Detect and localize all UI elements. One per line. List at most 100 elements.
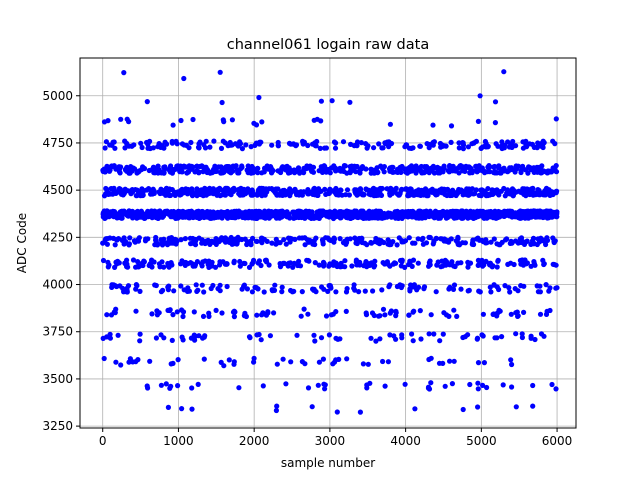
data-point bbox=[180, 313, 186, 320]
data-point bbox=[451, 282, 458, 288]
data-point bbox=[402, 238, 409, 244]
data-point bbox=[297, 208, 303, 214]
data-point bbox=[189, 188, 195, 194]
data-point bbox=[340, 209, 346, 215]
data-point bbox=[542, 169, 549, 175]
data-point bbox=[325, 190, 332, 197]
data-point bbox=[257, 139, 263, 145]
data-point bbox=[501, 185, 507, 192]
data-point bbox=[499, 334, 505, 340]
data-point bbox=[426, 141, 432, 148]
data-point bbox=[201, 356, 207, 362]
data-point bbox=[313, 235, 319, 241]
data-point bbox=[258, 189, 264, 195]
data-point bbox=[101, 355, 107, 362]
data-point bbox=[200, 313, 207, 319]
data-point bbox=[214, 192, 220, 198]
data-point bbox=[519, 334, 526, 341]
data-point bbox=[140, 164, 146, 170]
data-point bbox=[137, 331, 143, 337]
data-point bbox=[160, 287, 166, 293]
data-point bbox=[213, 236, 219, 242]
data-point bbox=[241, 282, 247, 288]
data-point bbox=[459, 240, 466, 246]
data-point bbox=[408, 282, 414, 288]
data-point bbox=[521, 309, 527, 315]
data-point bbox=[265, 166, 271, 172]
data-point bbox=[142, 213, 148, 220]
data-point bbox=[147, 138, 153, 144]
data-point bbox=[377, 336, 383, 342]
y-tick-label: 3500 bbox=[42, 372, 73, 386]
data-point bbox=[242, 236, 248, 242]
data-point bbox=[135, 357, 141, 363]
data-point bbox=[139, 261, 145, 267]
data-point bbox=[184, 210, 191, 216]
data-point bbox=[256, 258, 262, 264]
data-point bbox=[408, 145, 414, 151]
data-point bbox=[508, 165, 514, 171]
data-point bbox=[195, 381, 201, 387]
data-point bbox=[443, 237, 449, 243]
data-point bbox=[112, 242, 118, 248]
data-point bbox=[448, 164, 454, 170]
data-point bbox=[152, 282, 158, 288]
data-point bbox=[537, 311, 544, 317]
data-point bbox=[220, 117, 226, 123]
data-point bbox=[506, 211, 512, 217]
data-point bbox=[277, 240, 283, 246]
data-point bbox=[488, 213, 494, 219]
data-point bbox=[194, 288, 200, 294]
data-point bbox=[398, 284, 404, 291]
data-point bbox=[302, 235, 308, 241]
data-point bbox=[105, 259, 111, 265]
data-point bbox=[291, 260, 297, 266]
data-point bbox=[261, 236, 267, 242]
data-point bbox=[456, 145, 462, 151]
data-point bbox=[398, 263, 404, 269]
data-point bbox=[186, 163, 192, 169]
data-point bbox=[363, 262, 369, 268]
data-point bbox=[169, 262, 175, 268]
data-point bbox=[409, 331, 415, 337]
data-point bbox=[358, 140, 364, 146]
data-point bbox=[118, 191, 125, 197]
data-point bbox=[331, 359, 338, 365]
data-point bbox=[279, 289, 285, 295]
data-point bbox=[384, 186, 390, 192]
data-point bbox=[177, 167, 183, 173]
data-point bbox=[164, 208, 170, 214]
data-point bbox=[498, 170, 504, 176]
data-point bbox=[381, 169, 387, 175]
data-point bbox=[479, 165, 485, 171]
data-point bbox=[175, 214, 181, 220]
data-point bbox=[280, 356, 286, 362]
data-point bbox=[489, 187, 495, 193]
data-point bbox=[243, 142, 249, 148]
data-point bbox=[297, 263, 304, 269]
data-point bbox=[269, 186, 275, 192]
data-point bbox=[332, 145, 339, 151]
data-point bbox=[386, 166, 393, 172]
data-point bbox=[108, 186, 114, 192]
data-point bbox=[161, 145, 167, 151]
data-point bbox=[319, 237, 326, 243]
x-tick-label: 5000 bbox=[466, 434, 497, 448]
data-point bbox=[215, 286, 221, 292]
data-point bbox=[381, 164, 387, 170]
data-point bbox=[252, 142, 258, 148]
data-point bbox=[536, 164, 542, 171]
data-point bbox=[331, 188, 337, 194]
data-point bbox=[317, 188, 323, 194]
data-point bbox=[460, 334, 466, 341]
data-point bbox=[543, 241, 549, 248]
data-point bbox=[167, 385, 173, 391]
data-point bbox=[258, 337, 264, 343]
data-point bbox=[115, 332, 121, 338]
data-point bbox=[127, 166, 133, 172]
data-point bbox=[156, 141, 162, 147]
data-point bbox=[100, 167, 106, 173]
data-point bbox=[323, 313, 330, 319]
data-point bbox=[508, 311, 514, 317]
data-point bbox=[117, 170, 123, 176]
